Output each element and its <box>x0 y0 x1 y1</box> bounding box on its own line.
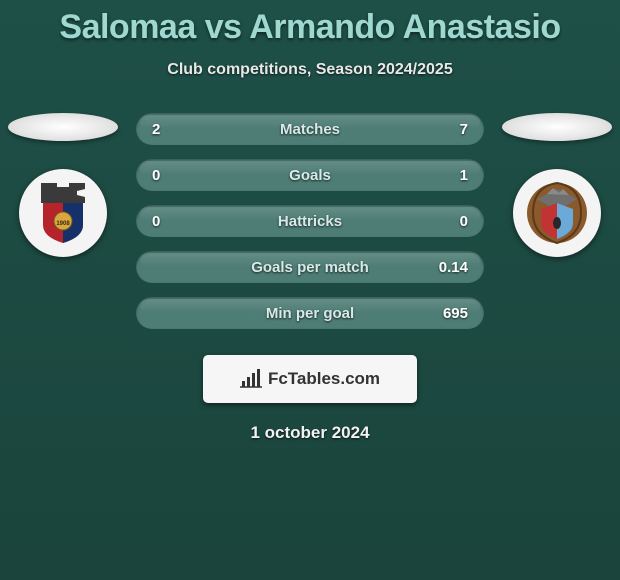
stat-row-goals: 0 Goals 1 <box>136 159 484 191</box>
stat-right-value: 695 <box>432 305 468 322</box>
stat-row-matches: 2 Matches 7 <box>136 113 484 145</box>
left-oval <box>8 113 118 141</box>
stat-label: Min per goal <box>188 305 432 322</box>
subtitle: Club competitions, Season 2024/2025 <box>167 61 452 79</box>
bar-chart-icon <box>240 369 262 389</box>
stats-list: 2 Matches 7 0 Goals 1 0 Hattricks 0 Goal… <box>136 113 484 329</box>
stat-label: Matches <box>188 121 432 138</box>
stat-label: Hattricks <box>188 213 432 230</box>
stat-row-hattricks: 0 Hattricks 0 <box>136 205 484 237</box>
stat-left-value: 0 <box>152 213 188 230</box>
brand-text: FcTables.com <box>268 369 380 389</box>
stat-right-value: 1 <box>432 167 468 184</box>
shield-icon <box>523 179 591 247</box>
stat-row-goals-per-match: Goals per match 0.14 <box>136 251 484 283</box>
right-player-col <box>502 113 612 257</box>
stat-left-value: 2 <box>152 121 188 138</box>
left-club-crest: 1908 <box>19 169 107 257</box>
stat-row-min-per-goal: Min per goal 695 <box>136 297 484 329</box>
shield-icon: 1908 <box>35 181 91 245</box>
right-oval <box>502 113 612 141</box>
comparison-row: 1908 2 Matches 7 0 Goals 1 0 Hattricks 0 <box>0 113 620 329</box>
stat-label: Goals per match <box>188 259 432 276</box>
svg-text:1908: 1908 <box>56 221 70 227</box>
stat-right-value: 7 <box>432 121 468 138</box>
date-text: 1 october 2024 <box>250 423 369 443</box>
brand-box: FcTables.com <box>203 355 417 403</box>
stat-right-value: 0 <box>432 213 468 230</box>
stat-right-value: 0.14 <box>432 259 468 276</box>
stat-left-value: 0 <box>152 167 188 184</box>
left-player-col: 1908 <box>8 113 118 257</box>
stat-label: Goals <box>188 167 432 184</box>
page-title: Salomaa vs Armando Anastasio <box>59 8 560 47</box>
right-club-crest <box>513 169 601 257</box>
